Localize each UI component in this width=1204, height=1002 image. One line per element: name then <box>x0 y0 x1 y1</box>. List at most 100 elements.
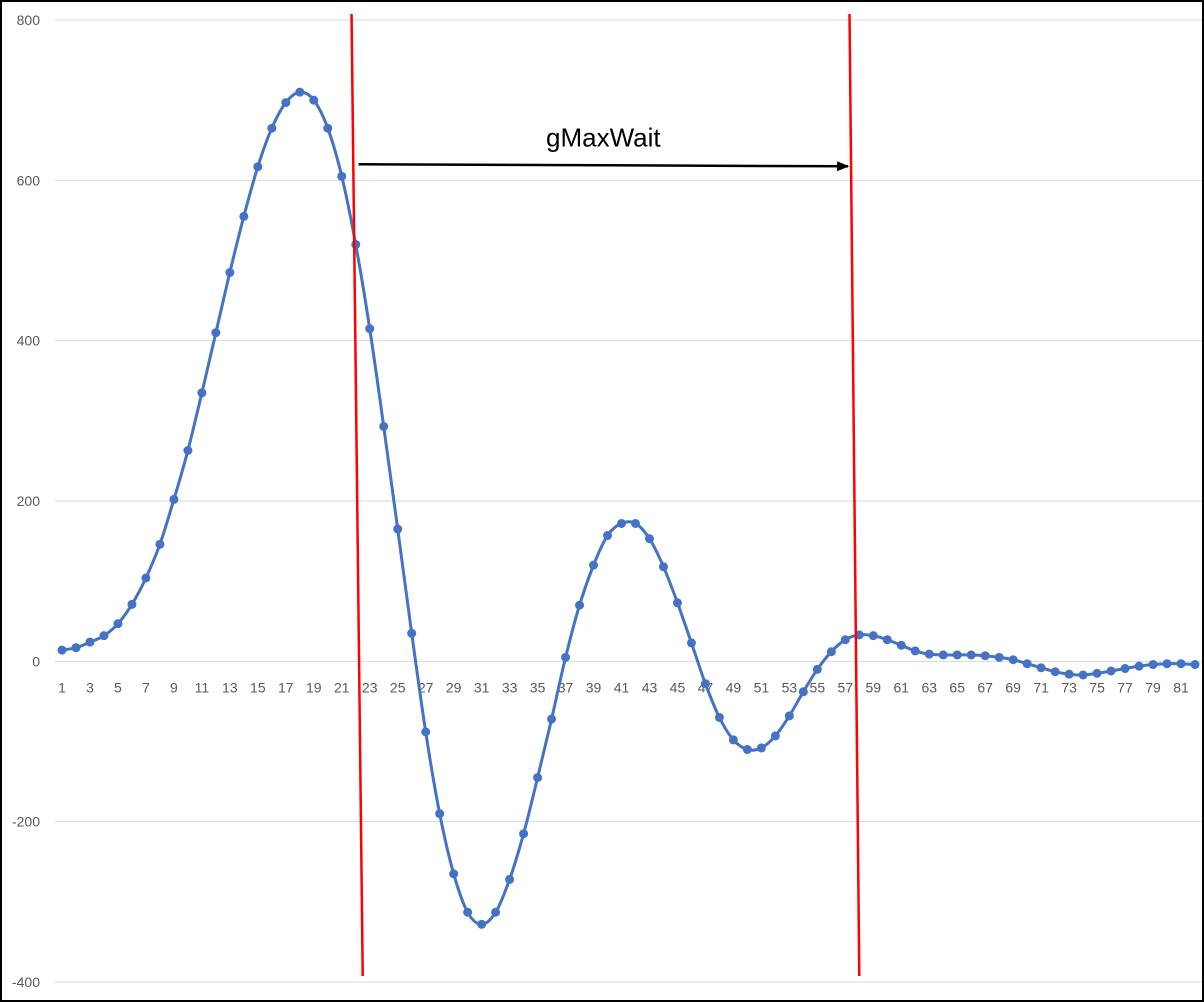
data-point <box>239 211 249 221</box>
x-tick-label: 77 <box>1117 679 1133 695</box>
x-tick-label: 53 <box>782 679 798 695</box>
x-tick-label: 27 <box>418 679 434 695</box>
data-point <box>1050 667 1060 677</box>
data-point <box>57 645 67 655</box>
y-tick-label: 200 <box>17 493 41 509</box>
data-point <box>798 687 808 697</box>
y-tick-label: 400 <box>17 333 41 349</box>
data-point <box>211 328 221 338</box>
data-point <box>477 919 487 929</box>
data-point <box>1036 663 1046 673</box>
data-point <box>868 631 878 641</box>
data-point <box>449 869 459 879</box>
x-tick-label: 51 <box>754 679 770 695</box>
data-point <box>253 162 263 172</box>
data-point <box>700 679 710 689</box>
data-point <box>393 524 403 534</box>
x-tick-label: 23 <box>362 679 378 695</box>
x-tick-label: 79 <box>1145 679 1161 695</box>
data-point <box>379 421 389 431</box>
data-point <box>155 539 165 549</box>
data-point <box>672 598 682 608</box>
x-tick-label: 29 <box>446 679 462 695</box>
data-point <box>225 268 235 278</box>
data-point <box>1022 659 1032 669</box>
x-tick-label: 63 <box>921 679 937 695</box>
data-point <box>547 714 557 724</box>
data-point <box>924 649 934 659</box>
data-point <box>966 650 976 660</box>
x-tick-label: 49 <box>726 679 742 695</box>
data-point <box>183 445 193 455</box>
y-axis-tick-labels: -400 -200 0 200 400 600 800 <box>12 12 40 990</box>
data-point <box>463 907 473 917</box>
x-tick-label: 13 <box>222 679 238 695</box>
data-point <box>630 518 640 528</box>
data-point <box>309 95 319 105</box>
data-point <box>1078 670 1088 680</box>
x-tick-label: 17 <box>278 679 294 695</box>
y-tick-label: -400 <box>12 974 40 990</box>
x-tick-label: 59 <box>865 679 881 695</box>
x-tick-label: 39 <box>586 679 602 695</box>
x-tick-label: 81 <box>1173 679 1189 695</box>
data-point <box>99 631 109 641</box>
data-point <box>1120 664 1130 674</box>
data-point <box>882 635 892 645</box>
y-tick-label: -200 <box>12 814 40 830</box>
x-tick-label: 65 <box>949 679 965 695</box>
data-point <box>85 637 95 647</box>
x-tick-label: 41 <box>614 679 630 695</box>
x-tick-label: 67 <box>977 679 993 695</box>
data-point <box>686 638 696 648</box>
data-point <box>337 171 347 181</box>
data-point <box>826 647 836 657</box>
data-point <box>644 534 654 544</box>
x-tick-label: 3 <box>86 679 94 695</box>
series-line <box>61 90 1196 926</box>
data-point <box>141 573 151 583</box>
data-point <box>281 98 291 108</box>
x-tick-label: 57 <box>838 679 854 695</box>
data-point <box>658 562 668 572</box>
x-tick-label: 25 <box>390 679 406 695</box>
data-point <box>784 711 794 721</box>
data-point <box>323 123 333 133</box>
x-tick-label: 73 <box>1061 679 1077 695</box>
data-point <box>812 664 822 674</box>
data-point <box>421 727 431 737</box>
data-point <box>756 743 766 753</box>
red-vertical-marker <box>848 13 861 977</box>
gmaxwait-arrow <box>358 161 850 172</box>
data-point <box>351 239 361 249</box>
data-point <box>980 651 990 661</box>
data-point <box>714 712 724 722</box>
data-point <box>603 530 613 540</box>
data-point <box>505 874 515 884</box>
data-point <box>994 652 1004 662</box>
x-tick-label: 37 <box>558 679 574 695</box>
data-point <box>1148 660 1158 670</box>
data-point <box>491 907 501 917</box>
x-tick-label: 19 <box>306 679 322 695</box>
data-point <box>840 635 850 645</box>
data-point <box>169 494 179 504</box>
data-point <box>1162 659 1172 669</box>
x-tick-label: 69 <box>1005 679 1021 695</box>
x-axis-tick-labels: 1 3 5 7 9 11 13 15 17 19 21 23 25 27 29 31 33 35 37 39 41 43 4… <box>58 679 1189 695</box>
data-point <box>1176 659 1186 669</box>
data-point <box>113 619 123 629</box>
data-point <box>519 829 529 839</box>
data-point <box>910 646 920 656</box>
grid-lines <box>55 19 1202 983</box>
data-point <box>435 809 445 819</box>
data-point <box>365 324 375 334</box>
data-point <box>1008 655 1018 665</box>
y-tick-label: 800 <box>17 12 41 28</box>
data-point <box>1064 669 1074 679</box>
data-point <box>267 123 277 133</box>
data-point <box>589 560 599 570</box>
data-point <box>1134 661 1144 671</box>
